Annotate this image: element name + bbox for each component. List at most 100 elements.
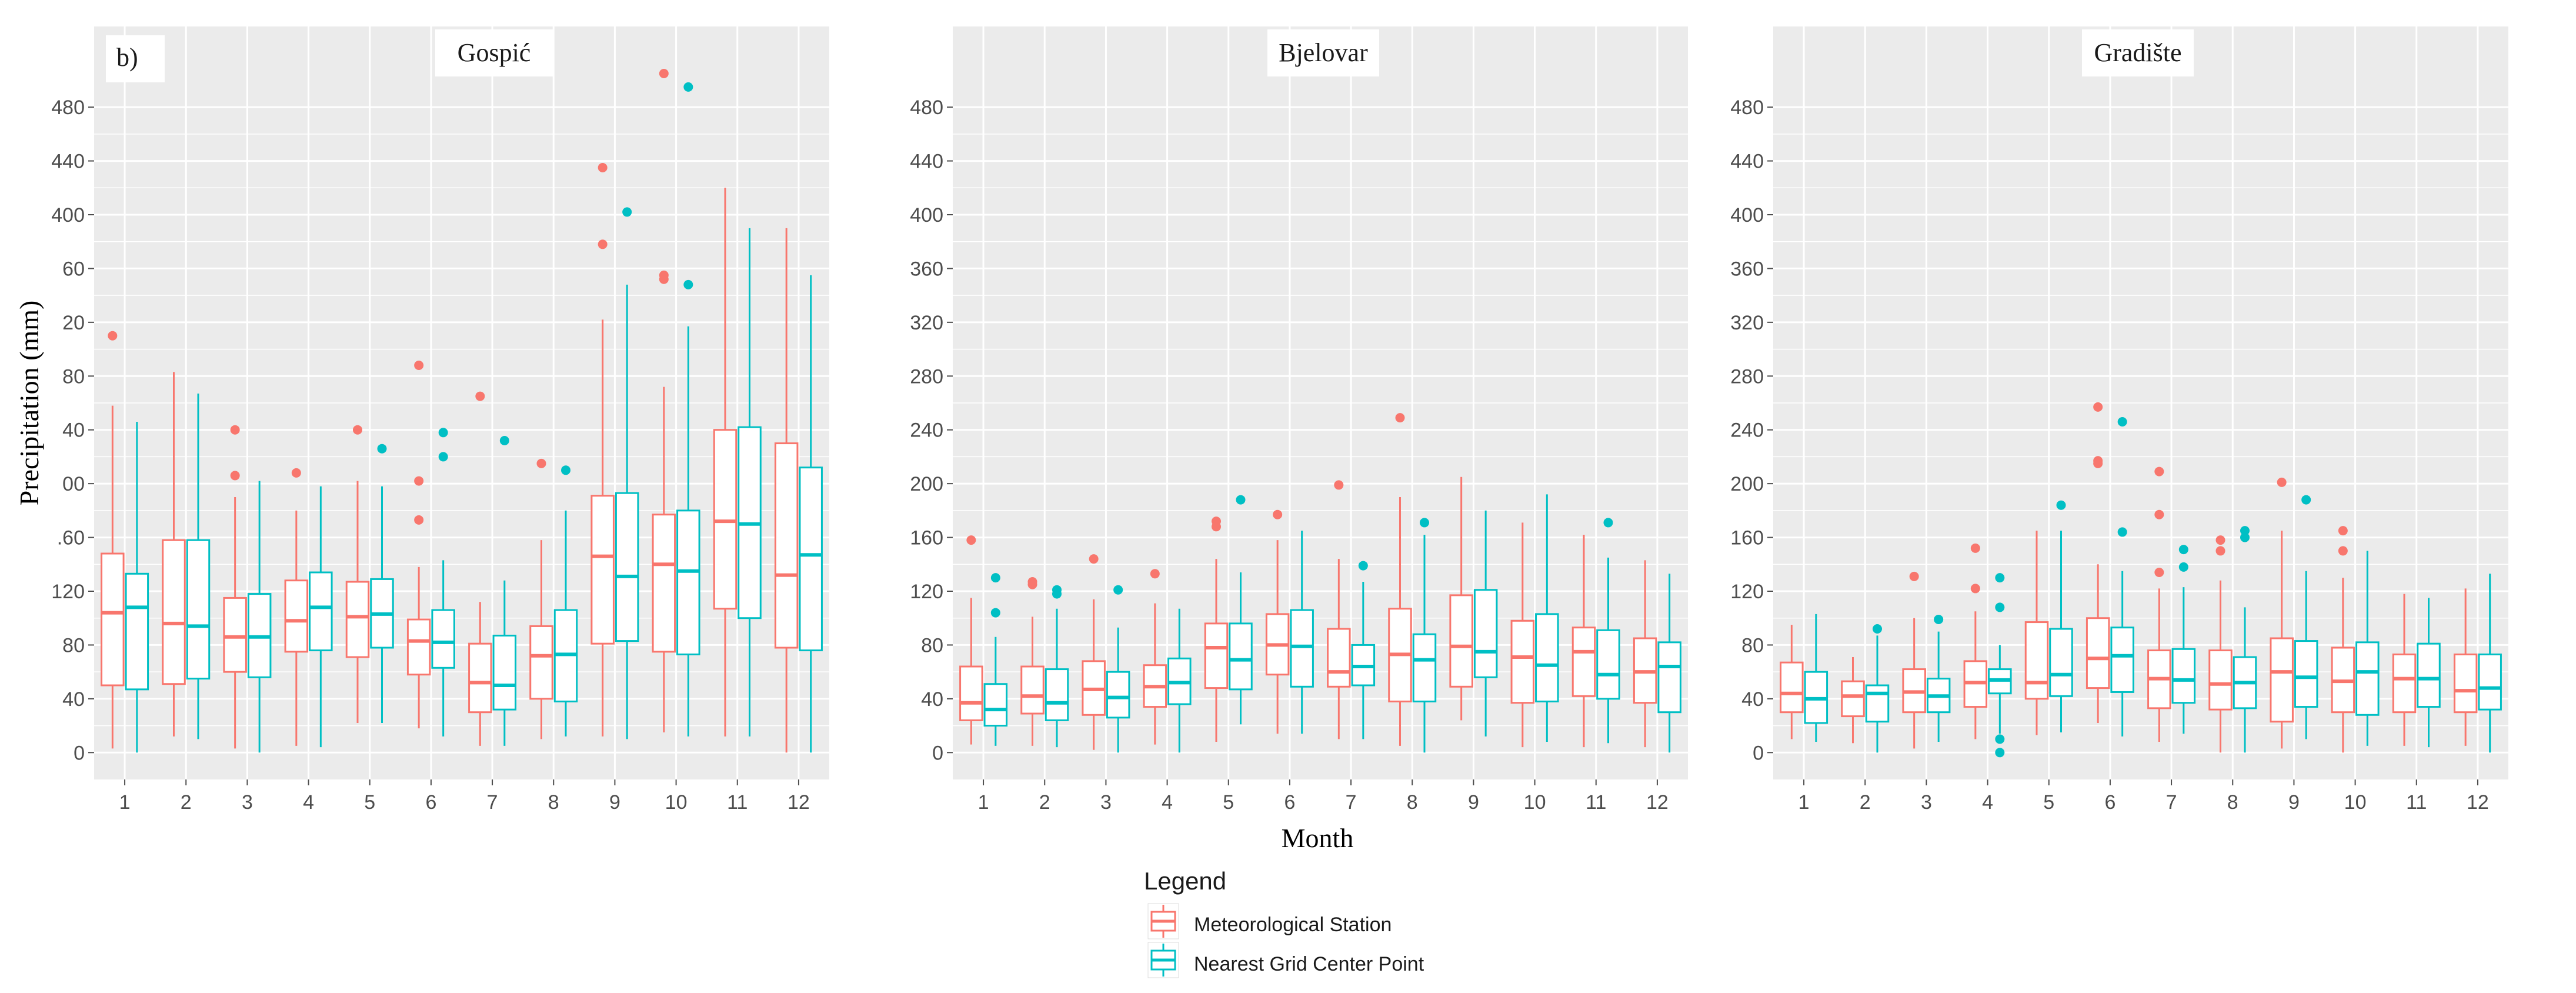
strip-title: Gradište	[2094, 38, 2181, 67]
x-tick-label: 2	[181, 791, 192, 814]
x-tick-label: 7	[1346, 791, 1357, 814]
box	[186, 539, 211, 680]
outlier-point	[990, 573, 1000, 583]
x-tick-label: 3	[1100, 791, 1112, 814]
y-tick-label: 120	[1730, 581, 1764, 603]
outlier-point	[2338, 526, 2348, 536]
x-tick-label: 12	[788, 791, 810, 814]
x-tick-label: 8	[1407, 791, 1418, 814]
strip-box	[2082, 29, 2194, 76]
outlier-point	[683, 279, 693, 289]
legend-label-station: Meteorological Station	[1194, 914, 1392, 936]
outlier-point	[659, 274, 669, 284]
y-tick-label: 40	[62, 688, 85, 711]
y-tick-label: 80	[921, 634, 943, 657]
y-tick-label: 00	[62, 473, 85, 495]
outlier-point	[2338, 546, 2348, 556]
outlier-point	[2117, 527, 2127, 537]
box	[2208, 649, 2233, 711]
outlier-point	[2093, 402, 2103, 412]
outlier-point	[1150, 569, 1160, 579]
x-tick-label: 10	[2344, 791, 2367, 814]
outlier-point	[2154, 466, 2164, 476]
outlier-point	[108, 331, 118, 341]
outlier-point	[1603, 518, 1613, 528]
box	[1204, 622, 1229, 689]
legend-key-grid	[1147, 942, 1179, 978]
box	[1412, 633, 1437, 702]
legend-key-station	[1147, 903, 1179, 939]
x-tick-label: 11	[727, 791, 748, 814]
outlier-point	[2215, 535, 2225, 545]
x-tick-label: 9	[609, 791, 620, 814]
outlier-point	[499, 436, 509, 445]
x-tick-label: 11	[2406, 791, 2427, 814]
y-tick-label: 0	[74, 742, 85, 764]
outlier-point	[353, 425, 362, 435]
outlier-point	[1970, 543, 1980, 553]
x-tick-label: 9	[1468, 791, 1479, 814]
y-tick-label: .60	[57, 527, 85, 549]
box	[1841, 680, 1865, 718]
x-axis-label: Month	[1282, 823, 1354, 853]
x-tick-label: 6	[2104, 791, 2115, 814]
outlier-point	[230, 425, 240, 435]
box	[652, 514, 676, 653]
y-tick-label: 360	[910, 258, 943, 280]
strip-box	[1267, 29, 1379, 76]
strip-title: Gospić	[458, 38, 531, 67]
box	[492, 634, 517, 711]
y-tick-label: 400	[910, 204, 943, 226]
y-tick-label: 440	[51, 151, 85, 173]
box	[406, 618, 431, 676]
outlier-point	[1873, 624, 1882, 634]
y-tick-label: 40	[921, 688, 943, 711]
legend-title: Legend	[1144, 867, 1226, 895]
outlier-point	[2056, 500, 2066, 510]
outlier-point	[2154, 509, 2164, 519]
box	[223, 597, 247, 673]
outlier-point	[659, 69, 669, 78]
box	[1865, 684, 1890, 723]
x-tick-label: 3	[242, 791, 253, 814]
y-tick-label: 40	[1741, 688, 1764, 711]
box	[2355, 641, 2380, 716]
x-tick-label: 12	[2467, 791, 2489, 814]
panel-label: b)	[116, 43, 138, 72]
y-tick-label: 200	[1730, 473, 1764, 495]
outlier-point	[2240, 526, 2250, 536]
box	[125, 572, 149, 691]
panel-label-box	[106, 35, 165, 82]
box	[1473, 589, 1498, 678]
box	[2086, 617, 2110, 689]
box	[1780, 661, 1804, 714]
box	[2171, 648, 2196, 704]
box	[676, 509, 700, 655]
x-tick-label: 5	[1223, 791, 1234, 814]
outlier-point	[966, 535, 976, 545]
x-tick-label: 10	[1524, 791, 1546, 814]
x-tick-label: 2	[1860, 791, 1871, 814]
y-tick-label: 480	[910, 96, 943, 119]
x-tick-label: 4	[1982, 791, 1993, 814]
outlier-point	[414, 515, 424, 525]
outlier-point	[2240, 532, 2250, 542]
outlier-point	[2178, 545, 2188, 555]
outlier-point	[230, 471, 240, 481]
box	[345, 581, 370, 658]
outlier-point	[414, 361, 424, 370]
y-tick-label: 280	[910, 365, 943, 388]
box	[1020, 665, 1045, 715]
box	[2453, 653, 2478, 714]
x-tick-label: 6	[1284, 791, 1295, 814]
outlier-point	[1334, 480, 1344, 490]
outlier-point	[1970, 584, 1980, 594]
y-tick-label: 120	[51, 581, 85, 603]
y-tick-label: 0	[1753, 742, 1764, 764]
x-tick-label: 9	[2288, 791, 2300, 814]
box	[1571, 627, 1596, 697]
box	[101, 552, 125, 687]
y-tick-label: 320	[1730, 312, 1764, 334]
x-tick-label: 11	[1586, 791, 1606, 814]
outlier-point	[1113, 585, 1123, 595]
